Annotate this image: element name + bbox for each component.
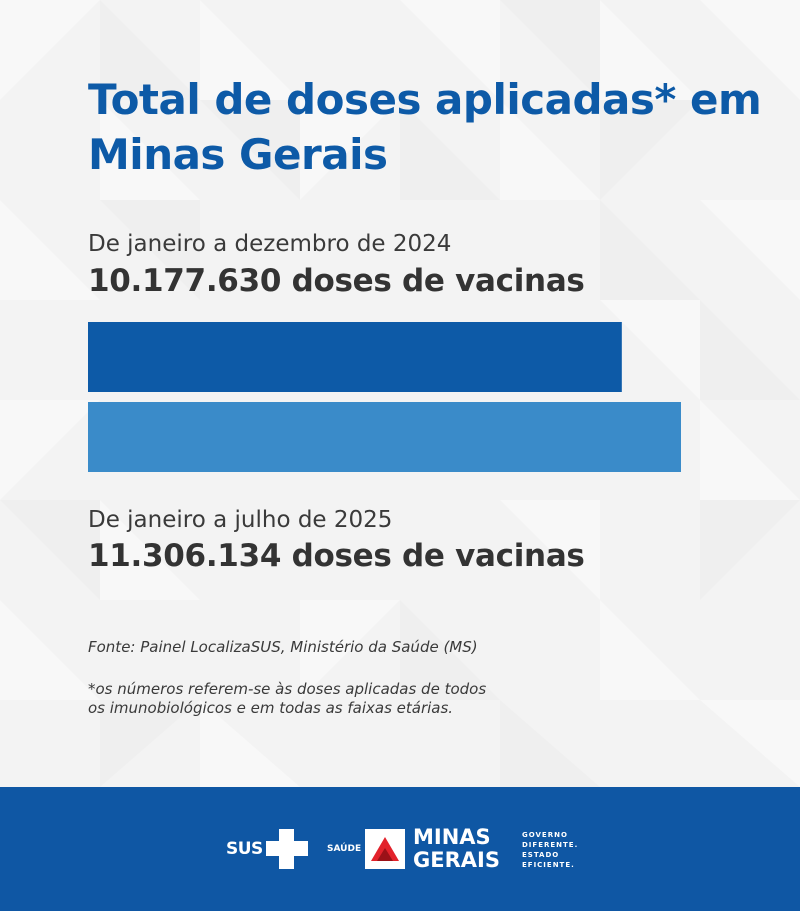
saude-label: SAÚDE xyxy=(327,844,362,854)
background-pattern xyxy=(0,0,800,787)
page-title: Total de doses aplicadas* em Minas Gerai… xyxy=(88,75,762,179)
minas-gerais-emblem-icon xyxy=(365,829,405,869)
sus-label: SUS xyxy=(226,839,263,859)
footnote: *os números referem-se às doses aplicada… xyxy=(88,680,487,717)
doses-value-2025: 11.306.134 doses de vacinas xyxy=(88,538,585,574)
doses-value-2024: 10.177.630 doses de vacinas xyxy=(88,263,585,299)
sus-logo: SUS xyxy=(226,829,308,869)
org-name-line2: GERAIS xyxy=(413,848,500,872)
period-label-2024: De janeiro a dezembro de 2024 xyxy=(88,231,452,257)
government-slogan: GOVERNO DIFERENTE. ESTADO EFICIENTE. xyxy=(522,831,579,869)
sus-cross-icon xyxy=(265,829,308,869)
source-note: Fonte: Painel LocalizaSUS, Ministério da… xyxy=(88,638,478,656)
org-name-line1: MINAS xyxy=(413,825,491,849)
period-label-2025: De janeiro a julho de 2025 xyxy=(88,507,393,533)
minas-gerais-wordmark: MINAS GERAIS xyxy=(413,826,500,872)
